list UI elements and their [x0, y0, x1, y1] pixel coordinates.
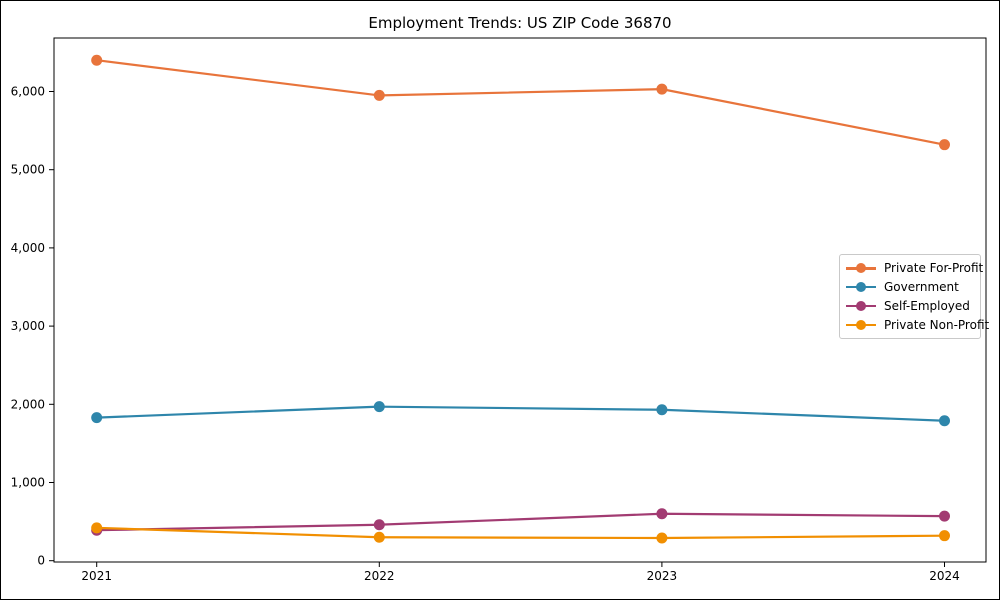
legend-item: Private Non-Profit	[846, 316, 989, 334]
y-tick-label: 1,000	[11, 476, 45, 490]
series-point-self-employed	[939, 510, 950, 522]
series-point-private-for-profit	[939, 139, 950, 151]
x-tick-label: 2024	[929, 569, 960, 583]
legend-marker-icon	[846, 319, 876, 331]
y-tick-label: 6,000	[11, 85, 45, 99]
x-tick-label: 2022	[364, 569, 395, 583]
y-tick-label: 4,000	[11, 241, 45, 255]
series-line-private-non-profit	[95, 526, 946, 540]
series-point-government	[656, 404, 668, 416]
series-point-government	[939, 415, 950, 427]
series-point-government	[91, 412, 103, 424]
legend: Private For-Profit Government Self-Employe…	[839, 254, 989, 339]
x-tick-label: 2021	[81, 569, 112, 583]
series-line-government	[95, 405, 946, 422]
series-point-self-employed	[373, 519, 385, 531]
series-point-private-non-profit	[939, 530, 950, 542]
chart-title: Employment Trends: US ZIP Code 36870	[368, 14, 672, 32]
legend-label: Government	[884, 280, 959, 295]
legend-item: Government	[846, 278, 974, 296]
legend-marker-icon	[846, 281, 876, 293]
legend-item: Self-Employed	[846, 297, 974, 315]
series-point-private-for-profit	[91, 54, 103, 66]
y-tick-label: 2,000	[11, 397, 45, 411]
series-point-private-non-profit	[373, 531, 385, 543]
y-tick-label: 0	[37, 554, 45, 568]
series-point-government	[373, 401, 385, 413]
legend-label: Private For-Profit	[884, 261, 984, 276]
series-point-private-for-profit	[656, 83, 668, 95]
legend-marker-icon	[846, 262, 876, 274]
series-point-private-non-profit	[91, 522, 103, 534]
legend-marker-icon	[846, 300, 876, 312]
y-tick-label: 3,000	[11, 319, 45, 333]
plot-frame	[53, 37, 987, 563]
series-point-private-non-profit	[656, 532, 668, 544]
series-point-private-for-profit	[373, 89, 385, 101]
x-tick-label: 2023	[647, 569, 678, 583]
series-point-self-employed	[656, 508, 668, 520]
legend-item: Private For-Profit	[846, 259, 983, 277]
series-line-private-for-profit	[95, 59, 946, 146]
series-line-self-employed	[95, 512, 946, 532]
y-tick-label: 5,000	[11, 163, 45, 177]
legend-label: Private Non-Profit	[884, 317, 990, 332]
legend-label: Self-Employed	[884, 298, 970, 313]
